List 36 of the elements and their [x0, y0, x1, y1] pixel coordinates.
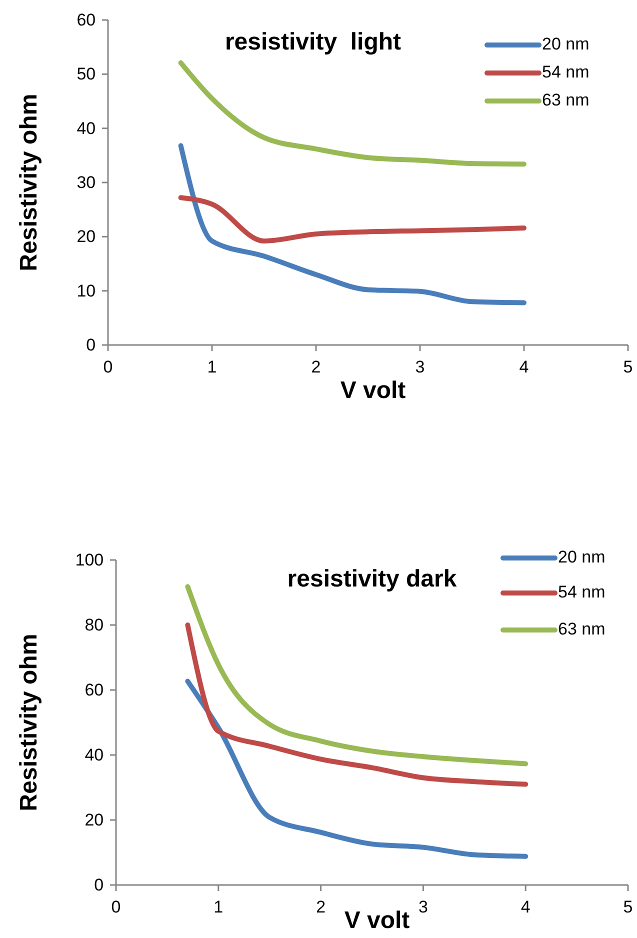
x-tick-label: 1: [214, 898, 224, 917]
x-tick-label: 2: [311, 358, 321, 377]
y-tick-label: 40: [76, 118, 96, 138]
y-tick-label: 20: [84, 810, 104, 830]
y-tick-label: 0: [94, 875, 104, 894]
x-tick-label: 1: [207, 358, 217, 377]
y-tick-label: 30: [76, 172, 96, 192]
legend-label: 54 nm: [542, 62, 590, 82]
x-tick-label: 4: [519, 358, 529, 377]
y-tick-label: 100: [75, 550, 104, 570]
legend-label: 20 nm: [542, 34, 590, 54]
y-tick-label: 20: [76, 227, 96, 246]
x-tick-label: 3: [418, 898, 428, 917]
legend-label: 20 nm: [558, 547, 606, 566]
x-axis-title: V volt: [344, 907, 410, 934]
x-tick-label: 0: [111, 898, 121, 917]
chart-title: resistivity light: [224, 28, 402, 56]
y-tick-label: 60: [84, 680, 104, 700]
legend-label: 54 nm: [558, 582, 606, 602]
x-tick-label: 4: [520, 898, 530, 917]
x-axis-title: V volt: [340, 377, 406, 404]
y-tick-label: 40: [84, 745, 104, 764]
x-tick-label: 5: [623, 898, 633, 917]
y-tick-label: 10: [76, 281, 96, 300]
y-axis-title: Resistivity ohm: [15, 634, 42, 812]
y-tick-label: 0: [86, 335, 96, 354]
y-tick-label: 50: [76, 64, 96, 84]
x-tick-label: 3: [415, 358, 425, 377]
y-axis-title: Resistivity ohm: [15, 94, 42, 272]
legend-label: 63 nm: [542, 90, 590, 110]
x-tick-label: 2: [316, 898, 326, 917]
y-tick-label: 60: [76, 10, 96, 30]
chart-title: resistivity dark: [287, 565, 458, 592]
y-tick-label: 80: [84, 615, 104, 634]
x-tick-label: 5: [623, 358, 633, 377]
legend-label: 63 nm: [558, 619, 606, 638]
